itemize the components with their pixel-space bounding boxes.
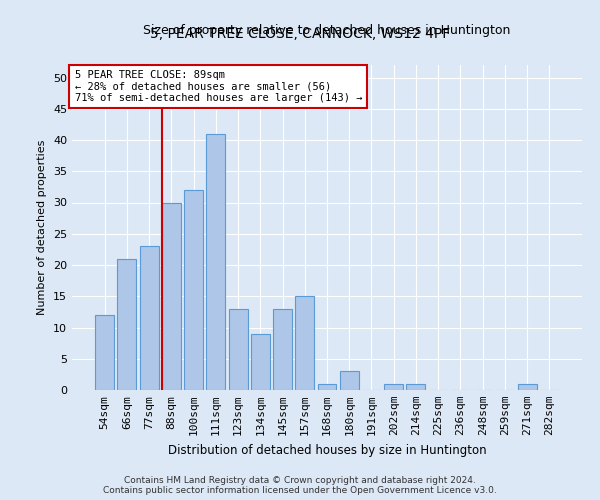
Bar xyxy=(118,259,136,390)
Bar xyxy=(162,202,181,390)
Bar xyxy=(518,384,536,390)
Bar xyxy=(295,296,314,390)
Bar xyxy=(206,134,225,390)
Bar xyxy=(406,384,425,390)
Text: 5, PEAR TREE CLOSE, CANNOCK, WS12 4PF: 5, PEAR TREE CLOSE, CANNOCK, WS12 4PF xyxy=(150,28,450,42)
Text: 5 PEAR TREE CLOSE: 89sqm
← 28% of detached houses are smaller (56)
71% of semi-d: 5 PEAR TREE CLOSE: 89sqm ← 28% of detach… xyxy=(74,70,362,103)
X-axis label: Distribution of detached houses by size in Huntington: Distribution of detached houses by size … xyxy=(167,444,487,456)
Y-axis label: Number of detached properties: Number of detached properties xyxy=(37,140,47,315)
Bar xyxy=(273,308,292,390)
Bar xyxy=(340,371,359,390)
Text: Contains HM Land Registry data © Crown copyright and database right 2024.
Contai: Contains HM Land Registry data © Crown c… xyxy=(103,476,497,495)
Title: Size of property relative to detached houses in Huntington: Size of property relative to detached ho… xyxy=(143,24,511,38)
Bar xyxy=(184,190,203,390)
Bar xyxy=(140,246,158,390)
Bar xyxy=(95,315,114,390)
Bar xyxy=(384,384,403,390)
Bar xyxy=(251,334,270,390)
Bar xyxy=(229,308,248,390)
Bar xyxy=(317,384,337,390)
